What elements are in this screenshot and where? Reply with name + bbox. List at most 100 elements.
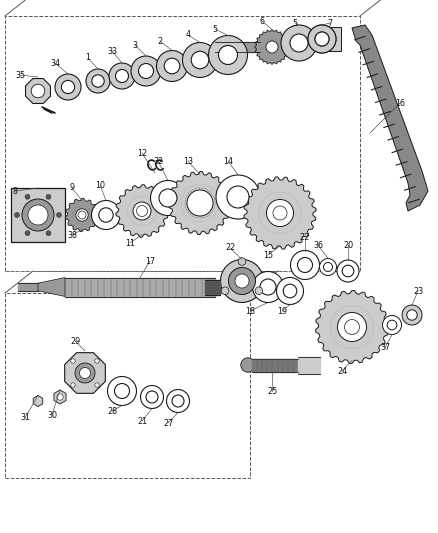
Text: 22: 22 [225,244,235,253]
Bar [315,27,341,51]
Circle shape [407,310,417,320]
Circle shape [402,305,422,325]
Polygon shape [205,279,220,295]
Text: 20: 20 [343,240,353,249]
Text: 3: 3 [133,41,138,50]
Circle shape [315,32,329,46]
Circle shape [46,195,51,199]
Circle shape [345,319,360,335]
Circle shape [255,287,263,295]
Circle shape [281,25,317,61]
Text: 11: 11 [125,238,135,247]
Circle shape [25,231,30,236]
Circle shape [252,271,283,303]
Polygon shape [316,290,389,364]
Text: 25: 25 [267,386,277,395]
Circle shape [260,279,276,295]
Circle shape [238,257,246,265]
Polygon shape [54,390,66,404]
Text: 17: 17 [145,256,155,265]
Circle shape [61,80,74,94]
Text: 15: 15 [263,251,273,260]
Text: 36: 36 [313,240,323,249]
Text: 21: 21 [137,416,147,425]
Text: 27: 27 [163,418,173,427]
Circle shape [114,384,130,399]
Circle shape [172,395,184,407]
Polygon shape [252,359,298,372]
Polygon shape [352,25,428,211]
Circle shape [131,56,161,86]
Circle shape [229,268,255,295]
Circle shape [92,75,104,87]
Circle shape [219,45,237,64]
Circle shape [55,74,81,100]
Circle shape [191,51,209,69]
Text: 32: 32 [153,157,163,166]
Text: 14: 14 [223,157,233,166]
Circle shape [164,58,180,74]
Circle shape [156,51,187,82]
Circle shape [241,358,255,372]
Circle shape [138,63,153,78]
Circle shape [319,259,336,276]
Text: 35: 35 [15,70,25,79]
Polygon shape [169,172,231,235]
Circle shape [315,32,329,46]
Circle shape [31,84,45,98]
Circle shape [133,202,151,220]
Circle shape [337,260,359,282]
Circle shape [25,195,30,199]
Circle shape [99,208,113,222]
Text: 8: 8 [13,187,18,196]
Circle shape [57,394,63,400]
Bar [11,188,65,242]
Circle shape [387,320,397,330]
Text: 23: 23 [413,287,423,295]
Circle shape [80,367,91,378]
Circle shape [283,284,297,298]
Bar [5,293,250,478]
Polygon shape [116,185,168,237]
Polygon shape [18,283,38,291]
Circle shape [382,316,402,335]
Text: 6: 6 [259,17,265,26]
Circle shape [146,391,158,403]
Circle shape [14,213,20,217]
Circle shape [107,376,137,406]
Circle shape [276,278,304,304]
Circle shape [187,190,213,216]
Circle shape [338,312,367,342]
Circle shape [266,41,278,53]
Text: 16: 16 [395,99,405,108]
Circle shape [308,25,336,53]
Circle shape [95,359,99,363]
Circle shape [235,274,249,288]
Circle shape [273,206,287,220]
Polygon shape [38,278,65,296]
Circle shape [290,34,308,52]
Circle shape [221,287,229,295]
Text: 22: 22 [300,233,310,243]
Circle shape [71,383,75,387]
Text: 38: 38 [67,230,77,239]
Circle shape [141,385,163,408]
Circle shape [342,265,354,277]
Text: 4: 4 [186,30,191,39]
Text: 33: 33 [107,46,117,55]
Polygon shape [215,42,260,52]
Circle shape [76,209,88,221]
Polygon shape [65,278,215,296]
Circle shape [137,206,148,216]
Circle shape [22,199,54,231]
Circle shape [208,36,247,75]
Text: 28: 28 [107,407,117,416]
Polygon shape [25,78,50,103]
Polygon shape [298,357,320,374]
Text: 12: 12 [137,149,147,157]
Circle shape [86,69,110,93]
Polygon shape [254,29,290,64]
Circle shape [297,257,312,272]
Circle shape [227,186,249,208]
Polygon shape [33,395,43,407]
